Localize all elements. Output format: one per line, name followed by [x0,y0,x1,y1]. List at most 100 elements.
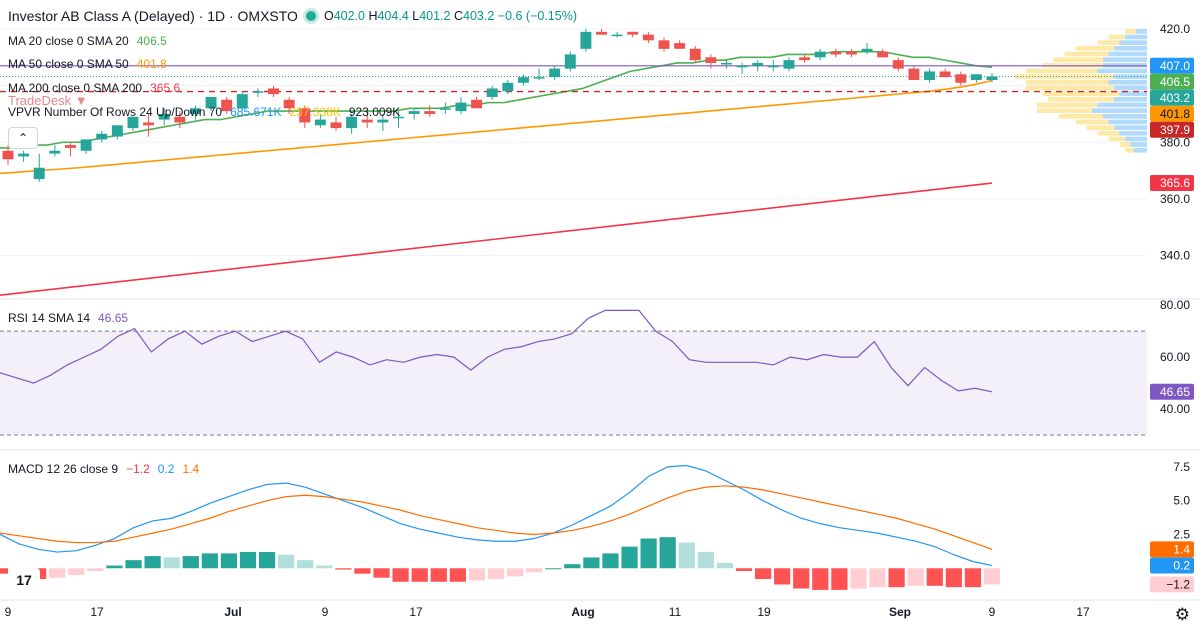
candle-body [424,111,436,114]
vp-bar-up [1075,45,1114,51]
macd-histogram-bar [87,568,104,571]
vp-bar-down [1125,34,1147,40]
rsi-line [0,309,993,393]
macd-histogram-bar [812,568,829,590]
y-tick-label: 360.0 [1160,192,1190,206]
vp-bar-down [1103,113,1147,119]
candle-body [674,43,686,49]
candle-body [80,139,92,151]
vp-bar-down [1108,51,1147,57]
vp-bar-down [1119,91,1147,96]
macd-histogram-bar [774,568,791,585]
macd-histogram-bar [258,552,276,569]
y-tick-label: 340.0 [1160,249,1190,263]
candle-body [627,31,639,35]
vp-bar-down [1108,119,1147,125]
macd-histogram-bar [278,554,295,569]
candle-body [564,54,576,69]
price-badge [1150,105,1194,122]
macd-histogram-bar [163,557,180,569]
macd-histogram-bar [964,568,982,588]
x-tick-label: Aug [571,605,594,619]
rsi-band-fill [0,331,1147,436]
x-tick-label: 9 [5,605,12,619]
macd-histogram-bar [793,568,810,589]
candle-body [658,40,670,49]
macd-histogram-bar [220,553,238,569]
macd-histogram-bar [297,560,314,569]
candle-body [299,108,311,123]
ma200-line [0,182,993,296]
macd-histogram-bar [49,568,66,578]
price-badge-label: 406.5 [1160,75,1190,89]
candle-body [439,108,451,110]
rsi-y-tick-label: 80.00 [1160,298,1190,312]
macd-histogram-bar [316,565,333,569]
x-tick-label: 17 [1076,605,1090,619]
vp-bar-down [1114,96,1147,102]
macd-histogram-bar [182,556,199,569]
candle-body [252,91,264,93]
x-tick-label: 9 [989,605,996,619]
macd-histogram-bar [983,568,1001,585]
candle-body [845,51,857,55]
vp-bar-up [1048,96,1114,102]
macd-y-tick-label: 7.5 [1173,460,1190,474]
x-tick-label: 17 [409,605,423,619]
candle-body [721,62,732,65]
candle-body [49,150,61,154]
vp-bar-down [1092,108,1147,113]
rsi-badge-label: 46.65 [1160,385,1190,399]
candle-body [799,57,811,61]
macd-histogram-bar [735,568,753,571]
vp-bar-down [1108,79,1147,85]
settings-gear-icon[interactable]: ⚙ [1174,605,1190,624]
macd-histogram-bar [659,537,676,569]
candle-body [268,88,279,95]
vp-bar-down [1114,45,1147,51]
candle-body [752,62,764,66]
macd-histogram-bar [888,568,905,588]
vp-bar-up [1037,108,1092,113]
ma20-line [0,50,993,149]
candle-body [158,113,170,120]
price-badge [1150,121,1194,138]
candle-body [221,99,233,112]
price-badge [1150,57,1194,74]
vp-bar-up [1042,91,1120,96]
candle-body [924,71,935,80]
candle-body [455,102,467,112]
candle-body [533,77,545,79]
x-tick-label: Sep [889,605,911,619]
candle-body [580,31,592,49]
candle-body [549,68,561,78]
vp-bar-up [1053,57,1103,62]
candle-body [377,119,389,123]
candle-body [970,74,982,80]
macd-histogram-bar [907,568,924,586]
candle-body [283,99,295,109]
macd-histogram-bar [831,568,848,590]
macd-histogram-bar [449,568,466,582]
candle-body [767,65,779,68]
macd-histogram-bar [754,568,772,580]
candle-body [189,108,201,114]
candle-body [393,116,404,119]
macd-histogram-bar [640,538,657,569]
candle-body [689,48,701,61]
vp-bar-up [1108,34,1125,40]
macd-histogram-bar [564,564,581,569]
vp-bar-up [1015,74,1114,79]
macd-badge [1150,557,1194,574]
candle-body [486,88,498,97]
candle-body [642,34,654,41]
candle-body [611,34,623,37]
chevron-up-icon: ⌃ [17,131,29,145]
candle-body [814,51,826,58]
candle-body [33,167,45,180]
collapse-legend-button[interactable]: ⌃ [8,127,38,149]
macd-histogram-bar [30,568,47,580]
macd-histogram-bar [487,568,505,580]
vp-bar-up [1059,113,1103,119]
